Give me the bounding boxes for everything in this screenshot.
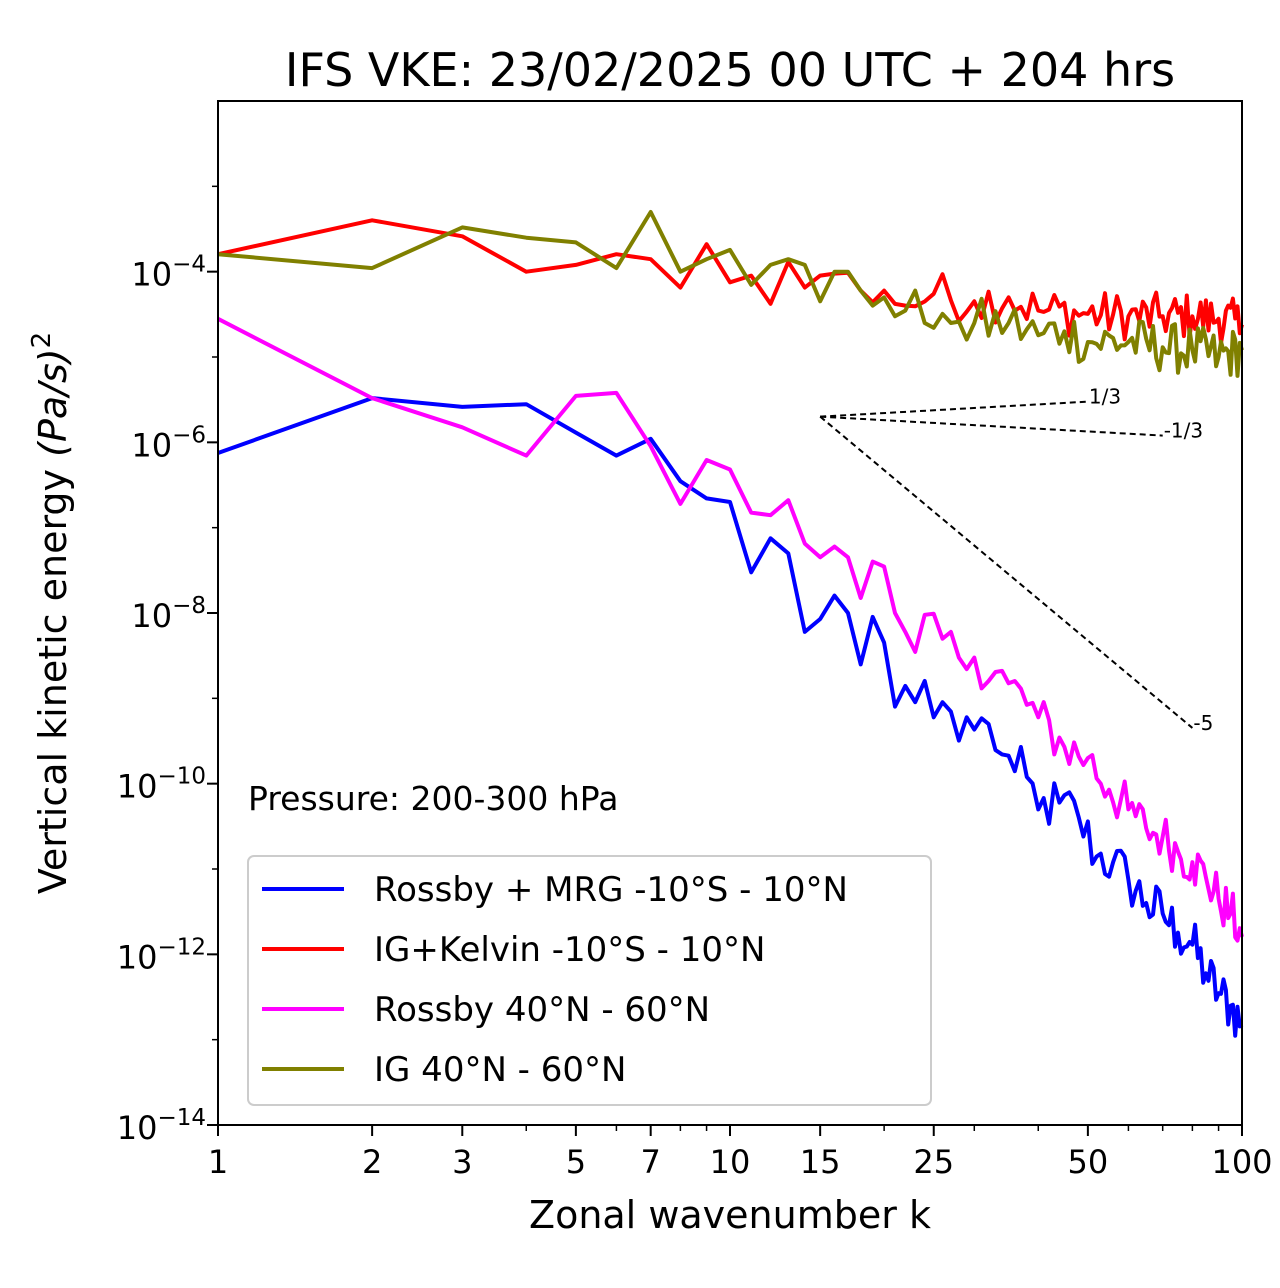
y-axis-label: Vertical kinetic energy (Pa/s)2 (27, 332, 75, 894)
series-layer (217, 210, 1244, 1038)
chart-title: IFS VKE: 23/02/2025 00 UTC + 204 hrs (285, 43, 1175, 97)
slope-label-2: -1/3 (1164, 419, 1203, 443)
x-tick-label: 5 (566, 1143, 586, 1181)
x-tick-label: 2 (362, 1143, 382, 1181)
y-axis-label-exp: 2 (27, 332, 57, 349)
pressure-annotation: Pressure: 200-300 hPa (248, 779, 618, 818)
legend-label: IG 40°N - 60°N (374, 1050, 626, 1090)
legend-box (247, 855, 932, 1106)
series-line-4 (217, 210, 1244, 378)
x-tick-label: 15 (800, 1143, 841, 1181)
series-line-2 (217, 218, 1244, 345)
slope-line-1 (820, 400, 1088, 418)
slope-label-3: -5 (1193, 711, 1213, 735)
legend: Rossby + MRG -10°S - 10°N IG+Kelvin -10°S… (247, 855, 932, 1106)
x-tick-label: 7 (641, 1143, 661, 1181)
y-tick-label: 10−12 (117, 934, 206, 976)
y-axis-label-main: Vertical kinetic energy (31, 469, 75, 894)
x-tick-label: 100 (1211, 1143, 1272, 1181)
x-tick-label: 25 (913, 1143, 954, 1181)
y-tick-label: 10−8 (131, 593, 206, 635)
legend-label: IG+Kelvin -10°S - 10°N (374, 930, 765, 970)
slope-label-1: 1/3 (1089, 385, 1121, 409)
series-line-1 (217, 396, 1244, 1038)
x-axis-label-text: Zonal wavenumber k (529, 1193, 931, 1237)
legend-label: Rossby 40°N - 60°N (374, 990, 710, 1030)
y-tick-label: 10−14 (117, 1105, 206, 1147)
legend-items: Rossby + MRG -10°S - 10°N IG+Kelvin -10°S… (262, 870, 848, 1090)
y-axis-label-unit: (Pa/s) (31, 348, 75, 456)
slope-line-2 (820, 415, 1163, 437)
reference-lines: 1/3 -1/3 -5 (819, 385, 1213, 735)
axis-ticks: 1 2 3 5 7 10 15 25 50 100 10−4 10−6 10−8 10−10 10−12 10… (117, 185, 1273, 1181)
x-tick-label: 10 (710, 1143, 751, 1181)
x-tick-label: 50 (1068, 1143, 1109, 1181)
x-axis-label: Zonal wavenumber k (529, 1193, 931, 1237)
legend-label: Rossby + MRG -10°S - 10°N (374, 870, 848, 910)
series-line-3 (217, 317, 1244, 943)
y-tick-label: 10−4 (131, 252, 206, 294)
x-tick-label: 3 (452, 1143, 472, 1181)
y-tick-label: 10−10 (117, 764, 206, 806)
y-tick-label: 10−6 (131, 422, 206, 464)
x-tick-label: 1 (208, 1143, 228, 1181)
slope-line-3 (819, 415, 1194, 729)
